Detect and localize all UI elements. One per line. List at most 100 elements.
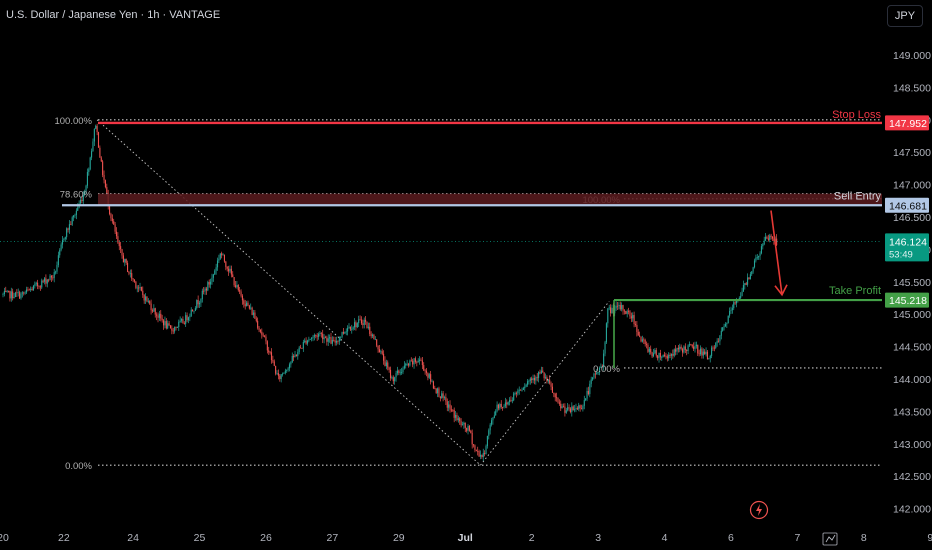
candle-body xyxy=(64,237,66,239)
candle-body xyxy=(92,141,94,152)
candle-body xyxy=(247,302,249,306)
candle-body xyxy=(384,360,386,367)
time-tick-label: 3 xyxy=(595,532,601,544)
candle-body xyxy=(571,406,573,413)
candle-body xyxy=(701,348,703,356)
candle-body xyxy=(471,432,473,445)
candle-body xyxy=(598,367,601,373)
candle-body xyxy=(355,322,357,328)
candle-body xyxy=(237,285,239,291)
candle-body xyxy=(50,275,52,278)
candle-body xyxy=(395,373,397,378)
candle-body xyxy=(272,360,274,362)
candle-body xyxy=(726,323,728,325)
lightning-icon[interactable] xyxy=(749,500,769,520)
candle-body xyxy=(323,337,325,340)
candle-body xyxy=(233,277,235,286)
candle-body xyxy=(356,323,358,328)
candle-body xyxy=(536,377,538,379)
symbol-title[interactable]: U.S. Dollar / Japanese Yen · 1h · VANTAG… xyxy=(6,9,221,21)
candle-body xyxy=(348,326,350,329)
candle-body xyxy=(407,363,410,366)
candle-body xyxy=(673,349,675,356)
sell-zone xyxy=(98,193,882,206)
candle-body xyxy=(488,430,490,436)
candle-body xyxy=(449,404,451,410)
candle-body xyxy=(203,290,205,292)
candle-body xyxy=(762,244,764,247)
candle-body xyxy=(396,370,398,374)
candle-body xyxy=(198,302,201,305)
candle-body xyxy=(735,300,738,304)
sell-entry-label: Sell Entry xyxy=(834,190,882,202)
candle-body xyxy=(293,355,295,358)
candle-body xyxy=(751,271,753,275)
candles-series xyxy=(2,123,778,462)
candle-body xyxy=(89,157,91,170)
currency-button[interactable]: JPY xyxy=(887,5,923,27)
candle-body xyxy=(32,285,34,291)
candle-body xyxy=(459,418,461,422)
time-tick-label: 22 xyxy=(58,532,70,544)
candle-body xyxy=(185,315,187,324)
candle-body xyxy=(590,379,592,384)
candle-body xyxy=(529,378,531,381)
candle-body xyxy=(632,315,634,319)
candle-body xyxy=(636,324,638,332)
time-axis[interactable]: 20 22 24 25 26 27 29 Jul 2 3 4 6 7 8 9 xyxy=(0,532,932,546)
candle-body xyxy=(485,446,487,454)
candle-body xyxy=(175,327,177,328)
axis-settings-icon[interactable] xyxy=(822,532,838,546)
candle-body xyxy=(244,304,246,307)
candle-body xyxy=(250,307,252,309)
candle-body xyxy=(320,332,322,334)
candle-body xyxy=(122,255,124,263)
price-tick-label: 143.000 xyxy=(893,439,931,451)
candle-body xyxy=(658,353,660,359)
candle-body xyxy=(441,393,443,399)
candle-body xyxy=(96,125,98,133)
candle-body xyxy=(10,291,12,299)
candle-body xyxy=(125,258,127,263)
candle-body xyxy=(154,308,156,315)
candle-body xyxy=(258,327,260,330)
candle-body xyxy=(318,334,320,337)
price-tick-label: 145.000 xyxy=(893,309,931,321)
candle-body xyxy=(211,277,213,282)
candle-body xyxy=(169,325,172,329)
candle-body xyxy=(56,265,58,272)
candle-body xyxy=(223,254,225,262)
candle-body xyxy=(657,355,659,359)
candle-body xyxy=(690,344,692,345)
candle-body xyxy=(611,307,613,314)
time-tick-label: 24 xyxy=(127,532,139,544)
candle-body xyxy=(425,370,428,373)
price-tick-label: 142.000 xyxy=(893,504,931,516)
axis-settings-glyph[interactable] xyxy=(825,534,836,543)
candle-body xyxy=(533,377,536,381)
candle-body xyxy=(723,326,725,328)
candle-body xyxy=(100,157,102,162)
fib-level-label: 0.00% xyxy=(593,364,620,375)
candle-body xyxy=(52,277,54,279)
candle-body xyxy=(192,309,194,312)
candle-body xyxy=(651,352,653,357)
candle-body xyxy=(277,373,279,376)
axis-settings-frame[interactable] xyxy=(822,532,838,546)
candle-body xyxy=(753,260,756,268)
candle-body xyxy=(705,351,707,355)
candle-body xyxy=(716,340,718,343)
candle-body xyxy=(367,326,369,328)
candle-countdown: 53:49 xyxy=(889,249,913,260)
candle-body xyxy=(464,422,466,428)
candle-body xyxy=(637,331,639,336)
candle-body xyxy=(326,337,328,342)
candle-body xyxy=(204,288,206,292)
candle-body xyxy=(91,151,93,158)
candle-body xyxy=(136,287,138,289)
candle-body xyxy=(391,377,393,379)
stop-loss-price: 147.952 xyxy=(889,118,927,130)
candle-body xyxy=(81,199,83,202)
